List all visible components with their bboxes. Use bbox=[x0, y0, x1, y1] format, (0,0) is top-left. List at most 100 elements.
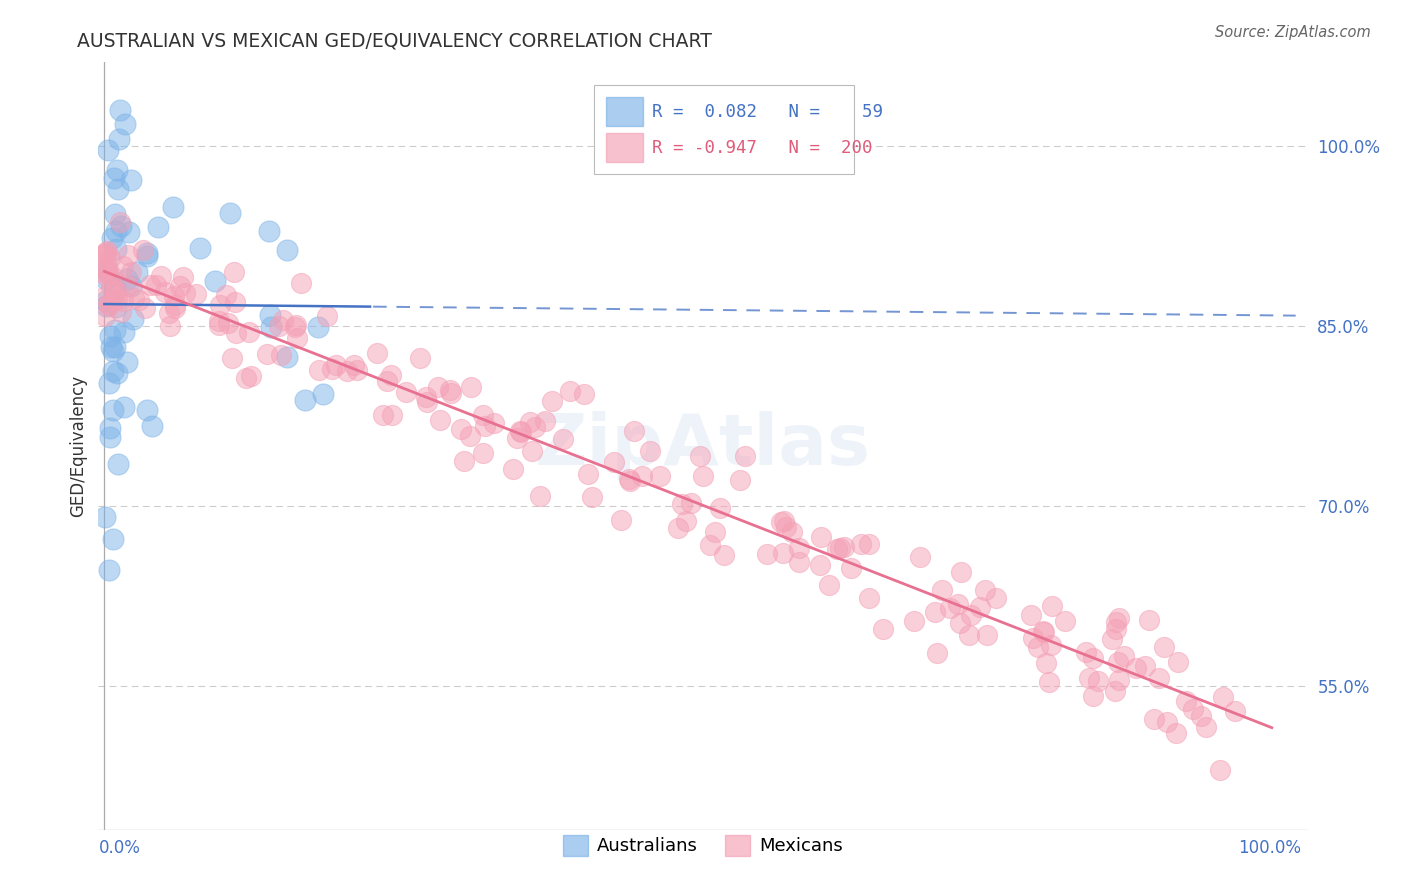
Point bbox=[118, 225, 141, 239]
Point bbox=[111, 259, 134, 273]
Point bbox=[948, 598, 970, 612]
Point bbox=[429, 413, 451, 427]
Point bbox=[440, 386, 463, 401]
Point bbox=[94, 293, 117, 308]
Point bbox=[112, 326, 135, 340]
Point bbox=[336, 364, 359, 378]
Point bbox=[1076, 645, 1098, 659]
Point bbox=[828, 541, 851, 556]
Point bbox=[98, 251, 121, 265]
Point bbox=[346, 363, 368, 377]
Point bbox=[101, 363, 124, 377]
Point bbox=[117, 279, 139, 293]
Point bbox=[97, 143, 120, 157]
Point bbox=[100, 420, 122, 434]
Point bbox=[1125, 661, 1147, 675]
Point bbox=[925, 646, 948, 660]
Point bbox=[551, 433, 574, 447]
Point bbox=[509, 424, 531, 438]
Point bbox=[666, 521, 689, 535]
Point bbox=[165, 301, 187, 315]
Point bbox=[1078, 671, 1101, 685]
Point bbox=[1147, 671, 1170, 685]
Point bbox=[699, 538, 721, 552]
Point bbox=[94, 248, 117, 262]
Point bbox=[787, 556, 810, 570]
Point bbox=[780, 525, 803, 540]
Point bbox=[218, 205, 240, 219]
Point bbox=[482, 416, 505, 430]
Point bbox=[112, 400, 135, 414]
Point bbox=[321, 362, 343, 376]
Point bbox=[460, 380, 482, 394]
Point bbox=[101, 533, 124, 547]
Point bbox=[576, 467, 599, 481]
Point bbox=[96, 258, 118, 272]
Point bbox=[858, 591, 880, 605]
Point bbox=[366, 346, 388, 360]
Point bbox=[104, 285, 127, 299]
Point bbox=[105, 366, 128, 380]
Point bbox=[125, 265, 148, 279]
Point bbox=[104, 340, 127, 354]
Point bbox=[1087, 673, 1109, 688]
Point bbox=[520, 443, 543, 458]
Point bbox=[689, 449, 711, 463]
Point bbox=[96, 263, 118, 277]
Point bbox=[208, 318, 231, 332]
Point bbox=[312, 387, 335, 401]
Point bbox=[124, 291, 146, 305]
Point bbox=[110, 219, 132, 233]
Point bbox=[188, 241, 211, 255]
Point bbox=[472, 409, 495, 423]
Point bbox=[94, 510, 117, 524]
Point bbox=[1153, 640, 1175, 655]
Point bbox=[395, 384, 418, 399]
Point bbox=[679, 496, 702, 510]
Point bbox=[98, 563, 121, 577]
Point bbox=[238, 325, 260, 339]
Point bbox=[908, 549, 931, 564]
Text: ZipAtlas: ZipAtlas bbox=[536, 411, 870, 481]
Point bbox=[98, 430, 121, 444]
Point bbox=[775, 519, 797, 533]
Point bbox=[529, 490, 551, 504]
Point bbox=[276, 350, 298, 364]
Point bbox=[108, 215, 131, 229]
Text: 100.0%: 100.0% bbox=[1239, 839, 1302, 857]
Point bbox=[1212, 690, 1234, 704]
Point bbox=[770, 515, 793, 529]
Point bbox=[240, 368, 263, 383]
Point bbox=[308, 363, 330, 377]
Point bbox=[519, 415, 541, 429]
Point bbox=[104, 207, 127, 221]
Point bbox=[533, 415, 555, 429]
Point bbox=[631, 468, 654, 483]
Text: 0.0%: 0.0% bbox=[98, 839, 141, 857]
Point bbox=[730, 473, 752, 487]
Point bbox=[141, 419, 163, 434]
Text: Source: ZipAtlas.com: Source: ZipAtlas.com bbox=[1215, 25, 1371, 40]
Point bbox=[1175, 694, 1198, 708]
Point bbox=[269, 319, 291, 334]
Point bbox=[931, 583, 953, 598]
Point bbox=[343, 358, 366, 372]
Point bbox=[256, 347, 278, 361]
Point bbox=[120, 279, 142, 293]
Point bbox=[217, 316, 239, 330]
Point bbox=[984, 591, 1007, 605]
Point bbox=[1053, 614, 1076, 628]
Point bbox=[290, 276, 312, 290]
Point bbox=[100, 280, 122, 294]
Point bbox=[136, 402, 159, 417]
Point bbox=[949, 616, 972, 631]
Point bbox=[315, 309, 337, 323]
Point bbox=[453, 454, 475, 468]
Point bbox=[93, 265, 115, 279]
Point bbox=[107, 458, 129, 472]
Point bbox=[101, 403, 124, 417]
Point bbox=[96, 244, 118, 258]
Point bbox=[675, 515, 697, 529]
Point bbox=[1225, 704, 1247, 718]
Y-axis label: GED/Equivalency: GED/Equivalency bbox=[69, 375, 87, 517]
